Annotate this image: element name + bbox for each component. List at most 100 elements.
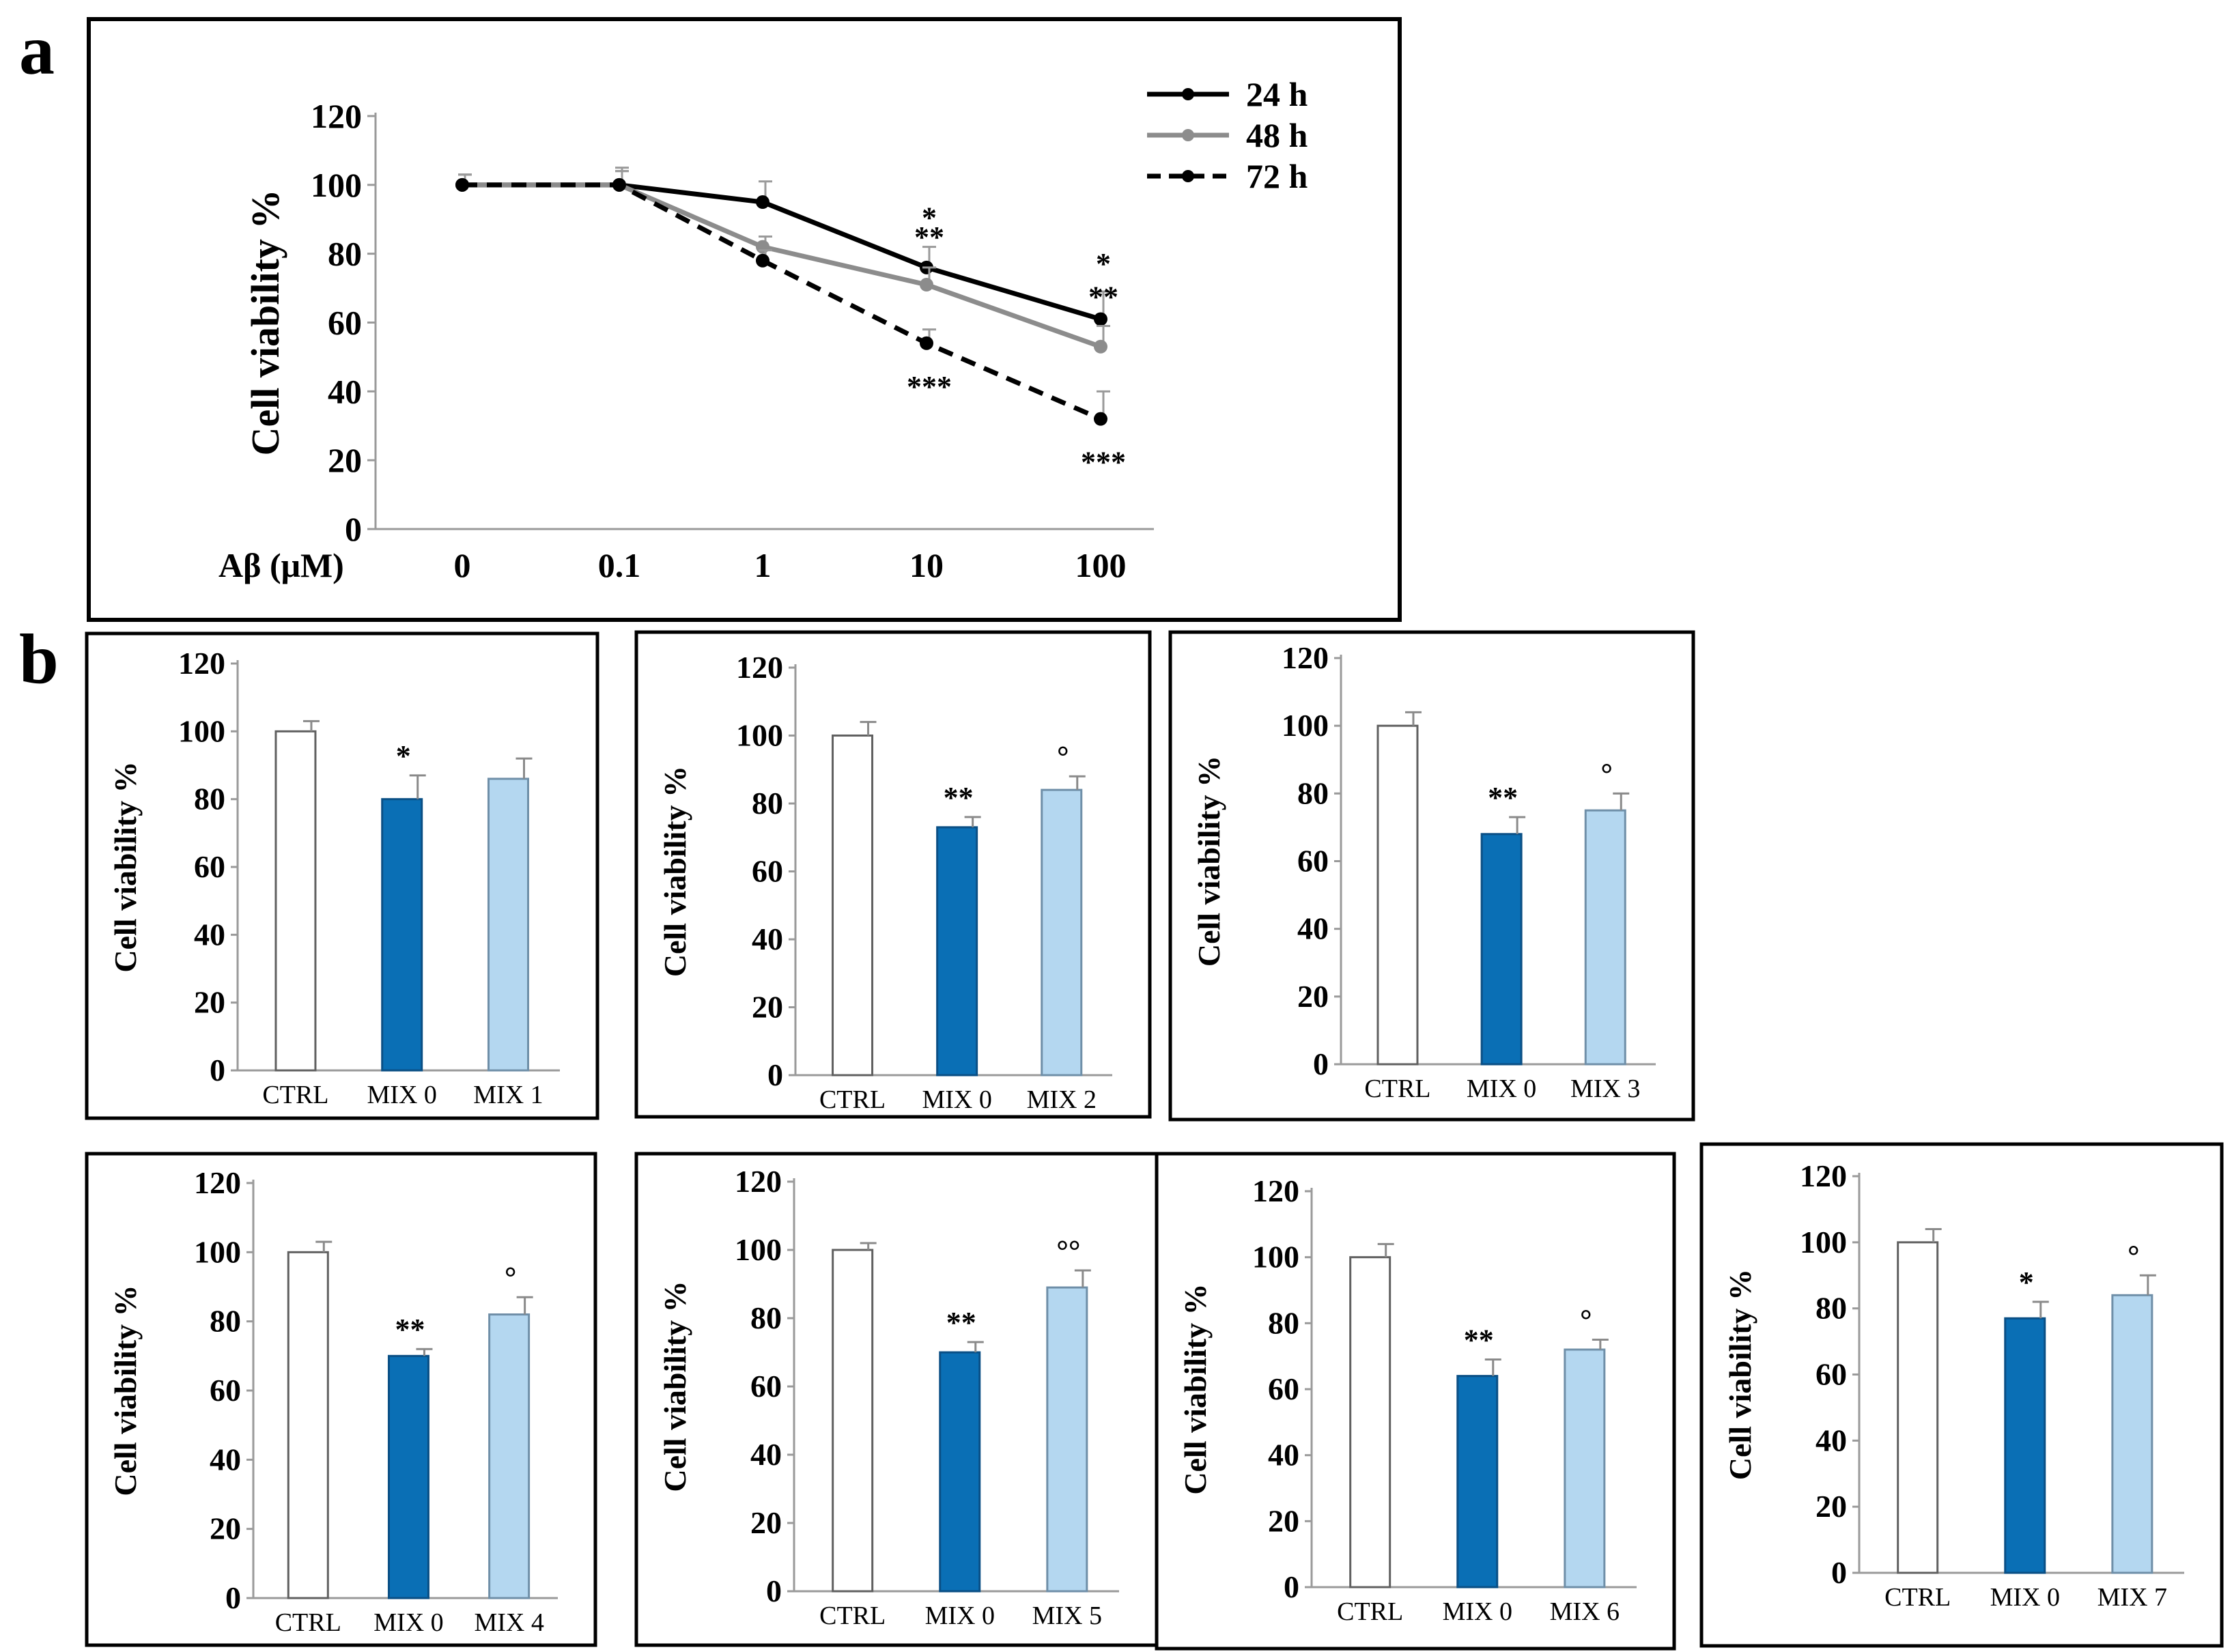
x-tick-label: MIX 5 — [1032, 1601, 1102, 1630]
panel-letter-b: b — [19, 620, 59, 698]
significance-mark: *** — [1081, 446, 1126, 479]
y-tick-label: 80 — [1297, 775, 1329, 810]
significance-mark: ° — [1057, 740, 1069, 773]
bar-0 — [1349, 1256, 1392, 1589]
x-tick-label: MIX 7 — [2097, 1583, 2167, 1612]
significance-mark: * — [2019, 1266, 2034, 1299]
x-axis-label: Aβ (μM) — [218, 546, 344, 584]
y-tick-label: 60 — [1816, 1357, 1847, 1392]
bar-2 — [1584, 809, 1626, 1066]
x-tick-label: MIX 0 — [1443, 1597, 1512, 1626]
y-tick-label: 0 — [345, 510, 362, 548]
significance-mark: ** — [1488, 781, 1518, 814]
y-axis-label: Cell viability % — [658, 1281, 692, 1492]
y-tick-label: 20 — [194, 985, 225, 1020]
x-tick-label: MIX 0 — [922, 1085, 991, 1114]
x-tick-label: MIX 4 — [474, 1608, 543, 1637]
bar-0 — [1897, 1241, 1939, 1574]
panel-frame — [634, 630, 1152, 1119]
series-line-2 — [462, 182, 1102, 421]
y-tick-label: 60 — [1268, 1371, 1299, 1406]
bar-2 — [1041, 788, 1083, 1077]
panel-b1: 0 20 40 60 80 100 120 Cell viability % CTRL MIX 0… — [85, 631, 599, 1120]
bar-1 — [1456, 1375, 1499, 1589]
bar-1 — [939, 1351, 981, 1593]
y-tick-label: 20 — [752, 990, 783, 1025]
y-tick-label: 20 — [750, 1505, 782, 1540]
x-tick-label: MIX 0 — [925, 1601, 995, 1630]
y-tick-label: 20 — [1297, 979, 1329, 1014]
legend-marker — [1182, 170, 1194, 182]
y-tick-label: 100 — [1800, 1225, 1847, 1259]
y-tick-label: 120 — [736, 650, 783, 685]
y-tick-label: 60 — [752, 854, 783, 889]
y-tick-label: 80 — [194, 782, 225, 816]
y-tick-label: 120 — [311, 97, 362, 135]
y-tick-label: 120 — [178, 646, 225, 681]
y-axis-label: Cell viability % — [1191, 756, 1226, 967]
x-tick-label: 100 — [1075, 546, 1127, 584]
x-tick-label: CTRL — [275, 1608, 341, 1637]
data-point — [1094, 339, 1107, 354]
y-tick-label: 0 — [1313, 1046, 1329, 1081]
y-tick-label: 80 — [752, 786, 783, 821]
data-point — [612, 177, 626, 192]
significance-mark: ° — [1600, 757, 1613, 791]
y-tick-label: 120 — [735, 1164, 782, 1199]
panel-frame — [1699, 1142, 2224, 1648]
panel-b6: 0 20 40 60 80 100 120 Cell viability % CTRL MIX 0… — [1155, 1152, 1676, 1651]
significance-mark: ** — [946, 1306, 976, 1339]
legend-label: 48 h — [1246, 116, 1308, 154]
y-axis-label: Cell viability % — [658, 766, 692, 977]
significance-mark: * — [1096, 247, 1111, 281]
data-point — [455, 177, 469, 192]
y-tick-label: 120 — [194, 1165, 241, 1200]
significance-mark: * — [922, 201, 937, 235]
significance-mark: ** — [395, 1313, 425, 1346]
significance-mark: * — [396, 739, 411, 773]
y-tick-label: 60 — [750, 1369, 782, 1404]
y-axis-label: Cell viability % — [1723, 1269, 1757, 1480]
bar-0 — [1376, 724, 1419, 1066]
data-point — [756, 195, 769, 210]
panel-b2: 0 20 40 60 80 100 120 Cell viability % CTRL MIX 0… — [634, 630, 1152, 1119]
y-tick-label: 80 — [750, 1300, 782, 1335]
bar-1 — [381, 798, 423, 1072]
y-tick-label: 0 — [225, 1580, 241, 1615]
y-tick-label: 60 — [194, 849, 225, 884]
x-tick-label: CTRL — [262, 1081, 328, 1109]
panel-a-frame — [87, 17, 1402, 622]
data-point — [1094, 312, 1107, 326]
significance-mark: ** — [1464, 1324, 1494, 1357]
y-tick-label: 80 — [328, 235, 362, 273]
x-tick-label: CTRL — [1364, 1074, 1430, 1103]
y-tick-label: 0 — [210, 1053, 225, 1087]
y-tick-label: 40 — [752, 922, 783, 956]
x-tick-label: MIX 0 — [1467, 1074, 1536, 1103]
x-tick-label: 0 — [454, 546, 471, 584]
panel-b4: 0 20 40 60 80 100 120 Cell viability % CTRL MIX 0… — [85, 1152, 597, 1647]
bar-2 — [1046, 1286, 1088, 1593]
bar-1 — [1480, 833, 1523, 1066]
y-tick-label: 0 — [766, 1573, 782, 1608]
bar-0 — [832, 1249, 874, 1593]
y-tick-label: 120 — [1282, 640, 1329, 675]
bar-0 — [832, 735, 874, 1077]
y-tick-label: 0 — [1831, 1555, 1847, 1590]
bar-0 — [287, 1251, 329, 1599]
significance-mark: ** — [1088, 281, 1118, 314]
legend: 24 h48 h72 h — [1147, 75, 1308, 195]
legend-label: 72 h — [1246, 157, 1308, 195]
bar-1 — [387, 1354, 429, 1599]
data-point — [920, 336, 933, 350]
y-tick-label: 40 — [328, 372, 362, 410]
significance-mark: ** — [914, 220, 944, 254]
y-axis-label: Cell viability % — [108, 1285, 143, 1496]
data-point — [1094, 412, 1107, 426]
y-tick-label: 40 — [750, 1437, 782, 1472]
y-tick-label: 100 — [1252, 1240, 1299, 1274]
y-tick-label: 20 — [1816, 1489, 1847, 1524]
y-tick-label: 40 — [210, 1442, 241, 1477]
panel-b7: 0 20 40 60 80 100 120 Cell viability % CTRL MIX 0… — [1699, 1142, 2224, 1648]
